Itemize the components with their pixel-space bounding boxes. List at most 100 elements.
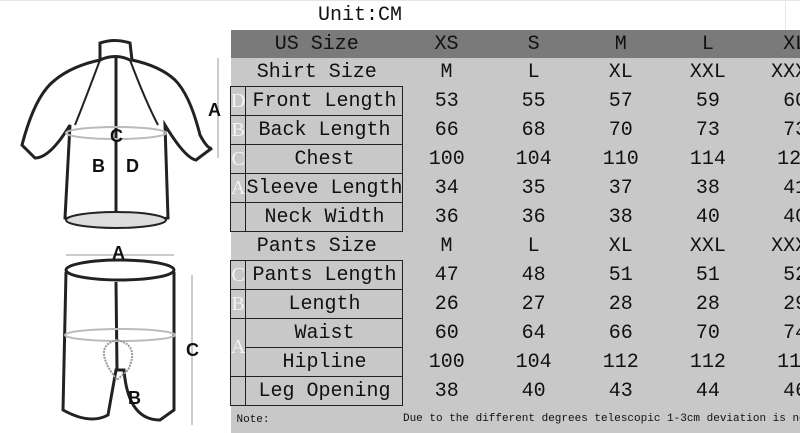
value-cell: 38 bbox=[577, 202, 665, 232]
value-cell: 37 bbox=[577, 173, 665, 203]
pants-size-row: Pants Size M L XL XXL XXXL bbox=[230, 231, 800, 261]
measurement-letter: A bbox=[229, 173, 247, 203]
garment-diagram: A B C D A B C bbox=[20, 39, 221, 425]
measurement-letter: B bbox=[229, 115, 247, 145]
measurement-label: Length bbox=[245, 289, 404, 319]
value-cell: 44 bbox=[664, 376, 752, 406]
value-cell: 68 bbox=[490, 115, 578, 145]
measurement-letter: C bbox=[229, 260, 247, 290]
measurement-label: Back Length bbox=[245, 115, 404, 145]
value-cell: 57 bbox=[577, 86, 665, 116]
size-cell: XXL bbox=[664, 231, 752, 261]
value-cell: 110 bbox=[577, 144, 665, 174]
measurement-letter: D bbox=[229, 86, 247, 116]
shorts-label-c: C bbox=[186, 340, 199, 360]
size-cell: L bbox=[490, 58, 578, 87]
shirt-size-row: Shirt Size M L XL XXL XXXL bbox=[230, 58, 800, 87]
shorts-label-b: B bbox=[128, 388, 141, 408]
size-cell: XL bbox=[751, 30, 800, 58]
value-cell: 66 bbox=[402, 115, 491, 145]
note-label: Note: bbox=[230, 405, 403, 433]
value-cell: 100 bbox=[402, 347, 491, 377]
measurement-label: Neck Width bbox=[245, 202, 404, 232]
size-cell: XXXL bbox=[751, 231, 800, 261]
size-cell: XL bbox=[577, 58, 665, 87]
size-cell: S bbox=[490, 30, 578, 58]
value-cell: 35 bbox=[490, 173, 578, 203]
value-cell: 104 bbox=[490, 144, 578, 174]
measurement-row: Neck Width3636384040 bbox=[229, 202, 800, 232]
value-cell: 48 bbox=[490, 260, 578, 290]
value-cell: 29 bbox=[751, 289, 800, 319]
value-cell: 112 bbox=[664, 347, 752, 377]
value-cell: 28 bbox=[577, 289, 665, 319]
measurement-letter bbox=[229, 202, 247, 232]
measurement-row: Hipline100104112112112 bbox=[231, 347, 800, 377]
value-cell: 53 bbox=[402, 86, 491, 116]
measurement-label: Waist bbox=[245, 318, 404, 348]
measurement-row: CChest100104110114122 bbox=[229, 144, 800, 174]
value-cell: 40 bbox=[751, 202, 800, 232]
size-cell: XL bbox=[577, 231, 665, 261]
shirt-size-label: Shirt Size bbox=[230, 58, 403, 87]
value-cell: 51 bbox=[664, 260, 752, 290]
measurement-letter bbox=[229, 376, 247, 406]
size-cell: L bbox=[664, 30, 752, 58]
value-cell: 73 bbox=[664, 115, 752, 145]
us-size-row: US Size XS S M L XL bbox=[230, 30, 800, 58]
value-cell: 46 bbox=[751, 376, 800, 406]
measurement-label: Pants Length bbox=[245, 260, 404, 290]
measurement-letter: B bbox=[229, 289, 247, 319]
size-cell: XXXL bbox=[751, 58, 800, 87]
value-cell: 66 bbox=[577, 318, 665, 348]
measurement-label: Sleeve Length bbox=[245, 173, 404, 203]
measurement-letter: A bbox=[229, 318, 247, 377]
jersey-label-b: B bbox=[92, 156, 105, 176]
value-cell: 51 bbox=[577, 260, 665, 290]
value-cell: 70 bbox=[577, 115, 665, 145]
measurement-label: Chest bbox=[245, 144, 404, 174]
value-cell: 59 bbox=[664, 86, 752, 116]
value-cell: 26 bbox=[402, 289, 491, 319]
value-cell: 52 bbox=[751, 260, 800, 290]
value-cell: 73 bbox=[751, 115, 800, 145]
size-cell: L bbox=[490, 231, 578, 261]
value-cell: 41 bbox=[751, 173, 800, 203]
size-cell: M bbox=[402, 231, 491, 261]
size-cell: M bbox=[577, 30, 665, 58]
value-cell: 64 bbox=[490, 318, 578, 348]
value-cell: 36 bbox=[402, 202, 491, 232]
value-cell: 60 bbox=[751, 86, 800, 116]
value-cell: 122 bbox=[751, 144, 800, 174]
value-cell: 27 bbox=[490, 289, 578, 319]
measurement-letter: C bbox=[229, 144, 247, 174]
jersey-outline bbox=[20, 39, 213, 225]
value-cell: 40 bbox=[664, 202, 752, 232]
value-cell: 74 bbox=[751, 318, 800, 348]
shorts-outline bbox=[61, 258, 176, 422]
measurement-label: Front Length bbox=[245, 86, 404, 116]
size-cell: XXL bbox=[664, 58, 752, 87]
value-cell: 60 bbox=[402, 318, 491, 348]
value-cell: 112 bbox=[751, 347, 800, 377]
measurement-row: AWaist6064667074 bbox=[229, 318, 800, 377]
value-cell: 38 bbox=[664, 173, 752, 203]
value-cell: 70 bbox=[664, 318, 752, 348]
measurement-row: Leg Opening3840434446 bbox=[229, 376, 800, 406]
measurement-label: Hipline bbox=[245, 347, 404, 377]
value-cell: 34 bbox=[402, 173, 491, 203]
value-cell: 112 bbox=[577, 347, 665, 377]
shorts-label-a: A bbox=[112, 243, 125, 263]
value-cell: 55 bbox=[490, 86, 578, 116]
measurement-row: BLength2627282829 bbox=[229, 289, 800, 319]
size-chart-table: US Size XS S M L XL Shirt Size M L XL XX… bbox=[229, 30, 800, 433]
measurement-label: Leg Opening bbox=[245, 376, 404, 406]
note-text: Due to the different degrees telescopic … bbox=[402, 405, 800, 433]
size-cell: XS bbox=[402, 30, 491, 58]
value-cell: 47 bbox=[402, 260, 491, 290]
value-cell: 40 bbox=[490, 376, 578, 406]
value-cell: 38 bbox=[402, 376, 491, 406]
